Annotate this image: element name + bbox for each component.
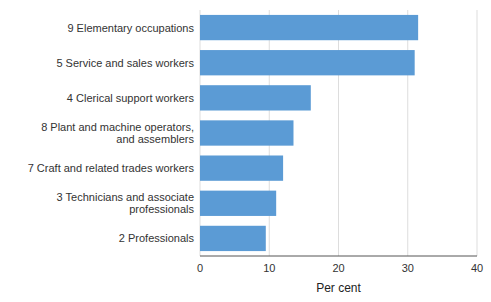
category-label: 5 Service and sales workers xyxy=(56,57,194,69)
grid xyxy=(200,10,477,256)
bar xyxy=(200,226,266,251)
tick-label: 30 xyxy=(402,262,414,274)
bar xyxy=(200,50,415,75)
bar xyxy=(200,155,283,180)
category-label: 4 Clerical support workers xyxy=(67,92,195,104)
bar xyxy=(200,191,276,216)
chart-container: 0 10 20 30 40 2 Professionals 3 Technicians an… xyxy=(0,0,491,302)
tick-label: 20 xyxy=(332,262,344,274)
bar xyxy=(200,15,418,40)
category-label: 8 Plant and machine operators,and assemb… xyxy=(41,121,194,145)
grid-line xyxy=(407,10,408,256)
tick-label: 0 xyxy=(197,262,203,274)
x-axis-line xyxy=(200,256,477,257)
chart: 0 10 20 30 40 2 Professionals 3 Technicians an… xyxy=(0,0,491,302)
grid-line xyxy=(477,10,478,256)
category-label: 9 Elementary occupations xyxy=(67,22,194,34)
bar xyxy=(200,85,311,110)
bars xyxy=(200,15,418,251)
tick-label: 40 xyxy=(471,262,483,274)
category-label: 3 Technicians and associateprofessionals xyxy=(57,191,195,215)
category-label: 7 Craft and related trades workers xyxy=(28,162,195,174)
x-axis-label: Per cent xyxy=(316,281,361,295)
tick-label: 10 xyxy=(263,262,275,274)
bar xyxy=(200,120,293,145)
grid-line xyxy=(338,10,339,256)
category-label: 2 Professionals xyxy=(119,232,195,244)
